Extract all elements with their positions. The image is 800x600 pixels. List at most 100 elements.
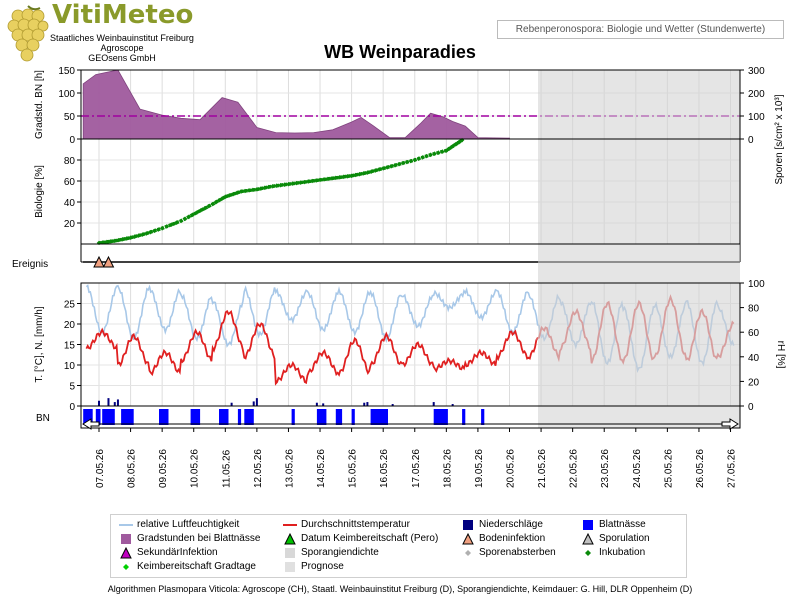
legend-symbol	[285, 562, 295, 572]
scroll-right-icon[interactable]	[721, 418, 739, 430]
grad-ytick-label: 0	[69, 135, 75, 146]
niederschlag-bar	[451, 404, 454, 406]
x-tick-label: 16.05.26	[379, 449, 390, 488]
rh-ytick-label: 60	[748, 328, 760, 339]
org-line-1: Staatliches Weinbauinstitut Freiburg	[50, 33, 194, 43]
ereignis-label: Ereignis	[12, 259, 48, 270]
inkubation-marker	[274, 183, 279, 188]
bio-ytick-label: 80	[64, 156, 76, 167]
legend-label: Sporulation	[599, 533, 650, 544]
x-tick-label: 07.05.26	[95, 449, 106, 488]
x-tick-label: 13.05.26	[284, 449, 295, 488]
legend-label: Gradstunden bei Blattnässe	[137, 533, 261, 544]
x-tick-label: 18.05.26	[442, 449, 453, 488]
grad-ytick-label: 50	[64, 112, 76, 123]
bodeninfektion-marker	[93, 255, 105, 268]
niederschlag-bar	[97, 400, 100, 406]
niederschlag-bar	[113, 402, 116, 406]
brand-name: VitiMeteo	[52, 0, 194, 30]
wx-ytick-label: 20	[64, 320, 76, 331]
footer-credits: Algorithmen Plasmopara Viticola: Agrosco…	[107, 584, 693, 594]
niederschlag-bar	[366, 402, 369, 406]
wx-ytick-label: 15	[64, 341, 76, 352]
blattnaesse-bar	[316, 409, 327, 425]
legend-symbol	[119, 524, 133, 526]
inkubation-marker	[278, 182, 283, 188]
legend-symbol-shape	[123, 564, 129, 570]
wx-ytick-label: 10	[64, 361, 76, 372]
wx-ytick-label: 0	[69, 402, 75, 413]
x-tick-label: 08.05.26	[127, 449, 138, 488]
chart-legend: relative Luftfeuchtigkeit Durchschnittste…	[110, 514, 687, 578]
wx-ylabel: T. [°C], N. [mm/h]	[34, 306, 45, 382]
x-tick-label: 22.05.26	[569, 449, 580, 488]
legend-symbol-shape	[585, 550, 591, 556]
legend-label: Durchschnittstemperatur	[301, 519, 410, 530]
legend-label: Keimbereitschaft Gradtage	[137, 561, 256, 572]
legend-label: relative Luftfeuchtigkeit	[137, 519, 240, 530]
grape-icon	[7, 5, 49, 62]
x-tick-label: 12.05.26	[253, 449, 264, 488]
blattnaesse-bar	[102, 409, 115, 425]
inkubation-marker	[321, 177, 327, 182]
wx-ytick-label: 25	[64, 300, 76, 311]
x-tick-label: 11.05.26	[221, 449, 232, 488]
x-tick-label: 26.05.26	[695, 449, 706, 488]
legend-symbol	[284, 533, 296, 545]
x-tick-label: 10.05.26	[190, 449, 201, 488]
inkubation-marker	[333, 175, 338, 181]
inkubation-marker	[412, 157, 418, 163]
x-tick-label: 19.05.26	[474, 449, 485, 488]
chart-subtitle: Rebenperonospora: Biologie und Wetter (S…	[497, 20, 784, 39]
x-tick-label: 21.05.26	[537, 449, 548, 488]
legend-symbol	[123, 564, 129, 570]
bn-panel-border	[80, 405, 741, 429]
x-tick-label: 17.05.26	[411, 449, 422, 488]
legend-symbol-shape	[465, 550, 471, 556]
legend-symbol-shape	[121, 534, 131, 544]
sporen-ytick-label: 300	[748, 66, 765, 77]
inkubation-marker	[325, 176, 331, 182]
x-tick-label: 27.05.26	[727, 449, 738, 488]
blattnaesse-bar	[219, 409, 229, 425]
grad-ytick-label: 150	[58, 66, 75, 77]
org-line-3: GEOsens GmbH	[88, 53, 156, 63]
blattnaesse-bar	[244, 409, 254, 425]
inkubation-marker	[116, 237, 121, 243]
inkubation-marker	[420, 155, 425, 160]
x-tick-label: 20.05.26	[505, 449, 516, 488]
vitimeteo-logo: VitiMeteo Staatliches Weinbauinstitut Fr…	[2, 0, 197, 68]
inkubation-marker	[396, 161, 402, 167]
inkubation-marker	[282, 182, 287, 187]
rh-ytick-label: 40	[748, 353, 760, 364]
blattnaesse-bar	[190, 409, 201, 425]
inkubation-marker	[258, 186, 264, 191]
legend-symbol	[120, 547, 132, 559]
niederschlag-bar	[107, 398, 110, 406]
x-tick-label: 23.05.26	[600, 449, 611, 488]
legend-symbol-shape	[285, 562, 295, 572]
legend-symbol-shape	[463, 520, 473, 530]
chart-title: WB Weinparadies	[324, 42, 476, 62]
x-tick-label: 25.05.26	[663, 449, 674, 488]
legend-symbol	[585, 550, 591, 556]
inkubation-marker	[124, 236, 129, 241]
inkubation-marker	[361, 171, 366, 176]
sporen-ytick-label: 0	[748, 135, 754, 146]
legend-symbol	[465, 550, 471, 556]
rh-ytick-label: 80	[748, 304, 760, 315]
sporen-ylabel: Sporen [s/cm² x 10³]	[774, 94, 785, 184]
inkubation-marker	[317, 177, 323, 183]
niederschlag-bar	[230, 402, 233, 406]
inkubation-marker	[104, 239, 110, 245]
x-tick-label: 14.05.26	[316, 449, 327, 488]
gradstunden-area	[82, 69, 510, 140]
x-tick-label: 24.05.26	[632, 449, 643, 488]
niederschlag-bar	[363, 402, 366, 406]
rh-ytick-label: 0	[748, 402, 754, 413]
legend-symbol	[462, 533, 474, 545]
blattnaesse-bar	[159, 409, 169, 425]
bio-ytick-label: 20	[64, 219, 76, 230]
blattnaesse-bar	[335, 409, 343, 425]
scroll-left-icon[interactable]	[82, 418, 100, 430]
